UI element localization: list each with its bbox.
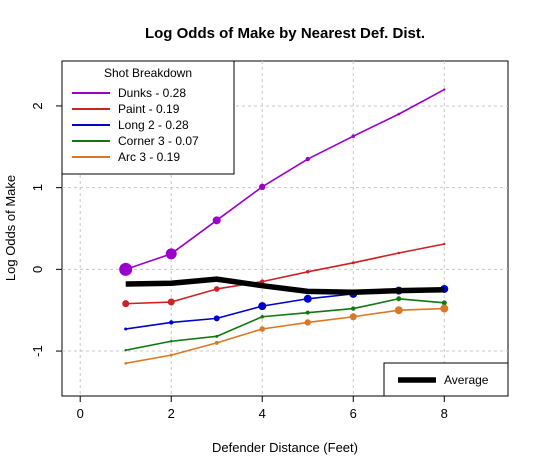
- series-point: [305, 156, 310, 162]
- legend-label: Arc 3 - 0.19: [118, 150, 180, 164]
- series-point: [169, 320, 174, 325]
- series-point: [124, 362, 128, 365]
- series-point: [303, 294, 312, 303]
- series-point: [259, 326, 266, 332]
- series-point: [119, 262, 133, 276]
- series-point: [443, 242, 446, 246]
- series-point: [122, 300, 130, 308]
- series-point: [351, 261, 355, 265]
- series-line: [125, 276, 445, 295]
- y-tick-label: -1: [30, 345, 45, 357]
- x-tick-label: 6: [350, 406, 357, 421]
- y-tick-label: 1: [30, 184, 45, 191]
- x-tick-label: 0: [77, 406, 84, 421]
- series-point: [443, 88, 446, 91]
- series-point: [351, 134, 356, 138]
- series-line: [125, 307, 445, 365]
- series-point: [213, 286, 220, 292]
- series-point: [167, 298, 175, 306]
- x-axis: 0 2 4 6 8: [77, 396, 448, 421]
- x-tick-label: 2: [168, 406, 175, 421]
- y-axis-label: Log Odds of Make: [3, 175, 18, 281]
- series-point: [260, 314, 265, 319]
- series-point: [441, 300, 447, 306]
- series-point: [124, 327, 128, 331]
- y-axis: -1 0 1 2: [30, 102, 62, 357]
- series-point: [169, 353, 173, 357]
- series-point: [349, 313, 357, 321]
- series-point: [213, 315, 220, 322]
- chart-title: Log Odds of Make by Nearest Def. Dist.: [145, 25, 425, 42]
- series-point: [260, 279, 265, 284]
- y-tick-label: 2: [30, 102, 45, 109]
- legend: Shot Breakdown Dunks - 0.28 Paint - 0.19 Lo…: [61, 60, 235, 175]
- x-tick-label: 4: [259, 406, 266, 421]
- average-legend: Average: [383, 362, 509, 397]
- series-point: [165, 248, 177, 260]
- series-point: [169, 339, 173, 343]
- legend-title: Shot Breakdown: [104, 66, 192, 80]
- series-point: [397, 251, 401, 255]
- series-point: [124, 349, 127, 352]
- series-point: [394, 306, 403, 315]
- average-legend-label: Average: [444, 373, 489, 387]
- legend-label: Dunks - 0.28: [118, 86, 186, 100]
- series-point: [258, 302, 267, 311]
- series-point: [396, 296, 402, 302]
- series-point: [259, 183, 266, 191]
- series-point: [440, 304, 449, 313]
- series-point: [214, 340, 219, 345]
- series-point: [212, 216, 221, 225]
- y-tick-label: 0: [30, 266, 45, 273]
- legend-label: Long 2 - 0.28: [118, 118, 189, 132]
- legend-label: Corner 3 - 0.07: [118, 134, 199, 148]
- x-tick-label: 8: [441, 406, 448, 421]
- series-point: [397, 112, 401, 116]
- series-line: [125, 88, 445, 271]
- legend-box: [61, 60, 235, 175]
- plot-area: [61, 60, 509, 397]
- series-layer: [119, 88, 449, 365]
- series-line: [125, 243, 445, 305]
- legend-label: Paint - 0.19: [118, 102, 180, 116]
- x-axis-label: Defender Distance (Feet): [212, 440, 358, 455]
- series-line: [125, 297, 445, 352]
- series-point: [305, 270, 310, 274]
- series-point: [304, 319, 311, 326]
- series-point: [305, 310, 310, 315]
- series-point: [215, 334, 219, 338]
- series-point: [351, 306, 356, 311]
